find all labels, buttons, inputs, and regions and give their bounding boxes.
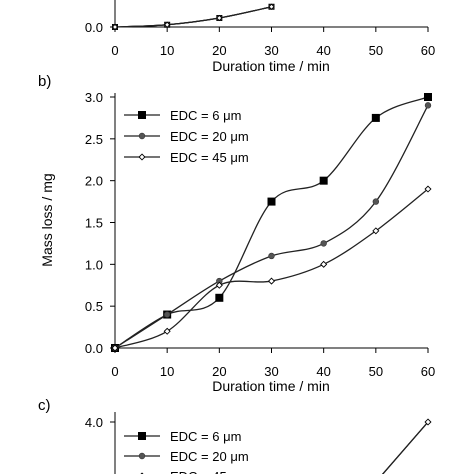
panel-b-legend-label: EDC = 45 μm bbox=[170, 150, 249, 165]
panel-c-legend-marker bbox=[138, 432, 146, 440]
panel-a-data-point bbox=[268, 3, 275, 10]
panel-b-x-tick-label: 30 bbox=[264, 364, 278, 379]
panel-c-legend-label: EDC = 20 μm bbox=[170, 449, 249, 464]
panel-b-x-tick-label: 50 bbox=[369, 364, 383, 379]
panel-b-data-point bbox=[424, 93, 432, 101]
panel-c-series-line bbox=[381, 421, 429, 474]
panel-b-legend-marker bbox=[138, 153, 146, 161]
panel-a-series-line bbox=[114, 6, 272, 28]
panel-c-legend-marker bbox=[138, 452, 146, 460]
panel-b-legend-label: EDC = 6 μm bbox=[170, 108, 241, 123]
panel-b-series-line bbox=[114, 96, 429, 349]
panel-b-x-tick-label: 0 bbox=[111, 364, 118, 379]
panel-a-data-point bbox=[216, 14, 223, 22]
panel-b-data-point bbox=[267, 197, 276, 206]
panel-b-y-tick-label: 3.0 bbox=[85, 90, 103, 105]
panel-a-x-tick-label: 10 bbox=[160, 43, 174, 58]
panel-b-y-tick-label: 1.0 bbox=[85, 257, 103, 272]
panel-c-series-line bbox=[381, 421, 429, 474]
panel-b-data-point bbox=[111, 344, 119, 352]
panel-c-data-point bbox=[424, 418, 432, 426]
panel-b-data-point bbox=[319, 176, 328, 185]
panel-b-data-point bbox=[320, 260, 328, 268]
panel-b-x-tick-label: 20 bbox=[212, 364, 226, 379]
panel-b-data-point bbox=[163, 327, 171, 335]
panel-a-x-tick-label: 40 bbox=[316, 43, 330, 58]
panel-a-data-point bbox=[163, 21, 171, 28]
panel-b-x-tick-label: 60 bbox=[421, 364, 435, 379]
panel-b-x-axis-label: Duration time / min bbox=[212, 378, 329, 394]
panel-a-y-tick-label: 0.0 bbox=[85, 20, 103, 35]
panel-b-legend-marker bbox=[138, 132, 146, 140]
panel-c-series-line bbox=[381, 421, 429, 474]
panel-c-label: c) bbox=[38, 397, 51, 414]
panel-b-data-point bbox=[424, 102, 432, 109]
panel-b-series-line bbox=[114, 188, 429, 349]
panel-c-legend: EDC = 6 μm EDC = 20 μm EDC = 45 μm bbox=[124, 429, 249, 474]
panel-a-x-tick-label: 50 bbox=[369, 43, 383, 58]
panel-b-legend: EDC = 6 μm EDC = 20 μm EDC = 45 μm bbox=[124, 108, 249, 165]
panel-a-data-point bbox=[111, 23, 119, 31]
panel-b-data-point bbox=[371, 113, 380, 122]
panel-c-y-tick-label: 4.0 bbox=[85, 415, 103, 430]
panel-b-data-point bbox=[215, 281, 223, 289]
panel-b-data-point bbox=[424, 185, 432, 193]
panel-b-legend-label: EDC = 20 μm bbox=[170, 129, 249, 144]
panel-a: 0.0 0 10 20 30 40 50 60 Duration time / min bbox=[85, 0, 435, 74]
panel-b-y-tick-label: 2.5 bbox=[85, 132, 103, 147]
panel-a-x-tick-label: 30 bbox=[264, 43, 278, 58]
panel-c: c) 4.0 EDC = 6 μm EDC = 20 μm EDC = 45 μm bbox=[38, 397, 432, 474]
panel-a-x-tick-label: 0 bbox=[111, 43, 118, 58]
panel-b-y-tick-label: 2.0 bbox=[85, 174, 103, 189]
panel-b-x-tick-label: 40 bbox=[316, 364, 330, 379]
panel-a-x-axis-label: Duration time / min bbox=[212, 58, 329, 74]
panel-b-label: b) bbox=[38, 73, 51, 90]
panel-a-series-line bbox=[114, 6, 272, 28]
panel-c-legend-label: EDC = 45 μm bbox=[170, 469, 249, 474]
panel-b-data-point bbox=[215, 293, 224, 302]
panel-c-legend-label: EDC = 6 μm bbox=[170, 429, 241, 444]
panel-a-x-tick-label: 20 bbox=[212, 43, 226, 58]
panel-b-data-point bbox=[267, 277, 276, 285]
panel-b-y-axis-label: Mass loss / mg bbox=[39, 173, 55, 266]
panel-b: b) 0.0 0.5 1.0 1.5 2.0 2.5 3.0 0 10 20 30 40 50 60 D… bbox=[38, 73, 435, 394]
panel-b-legend-marker bbox=[138, 111, 146, 119]
panel-b-x-tick-label: 10 bbox=[160, 364, 174, 379]
panel-b-y-tick-label: 1.5 bbox=[85, 216, 103, 231]
panel-b-y-tick-label: 0.5 bbox=[85, 299, 103, 314]
panel-b-data-point bbox=[372, 198, 380, 205]
panel-b-data-point bbox=[320, 240, 327, 247]
panel-a-series-line bbox=[114, 6, 272, 28]
panel-a-x-tick-label: 60 bbox=[421, 43, 435, 58]
panel-b-data-point bbox=[268, 252, 275, 260]
panel-b-data-point bbox=[163, 311, 171, 318]
panel-b-y-tick-label: 0.0 bbox=[85, 341, 103, 356]
panel-b-data-point bbox=[372, 227, 380, 235]
